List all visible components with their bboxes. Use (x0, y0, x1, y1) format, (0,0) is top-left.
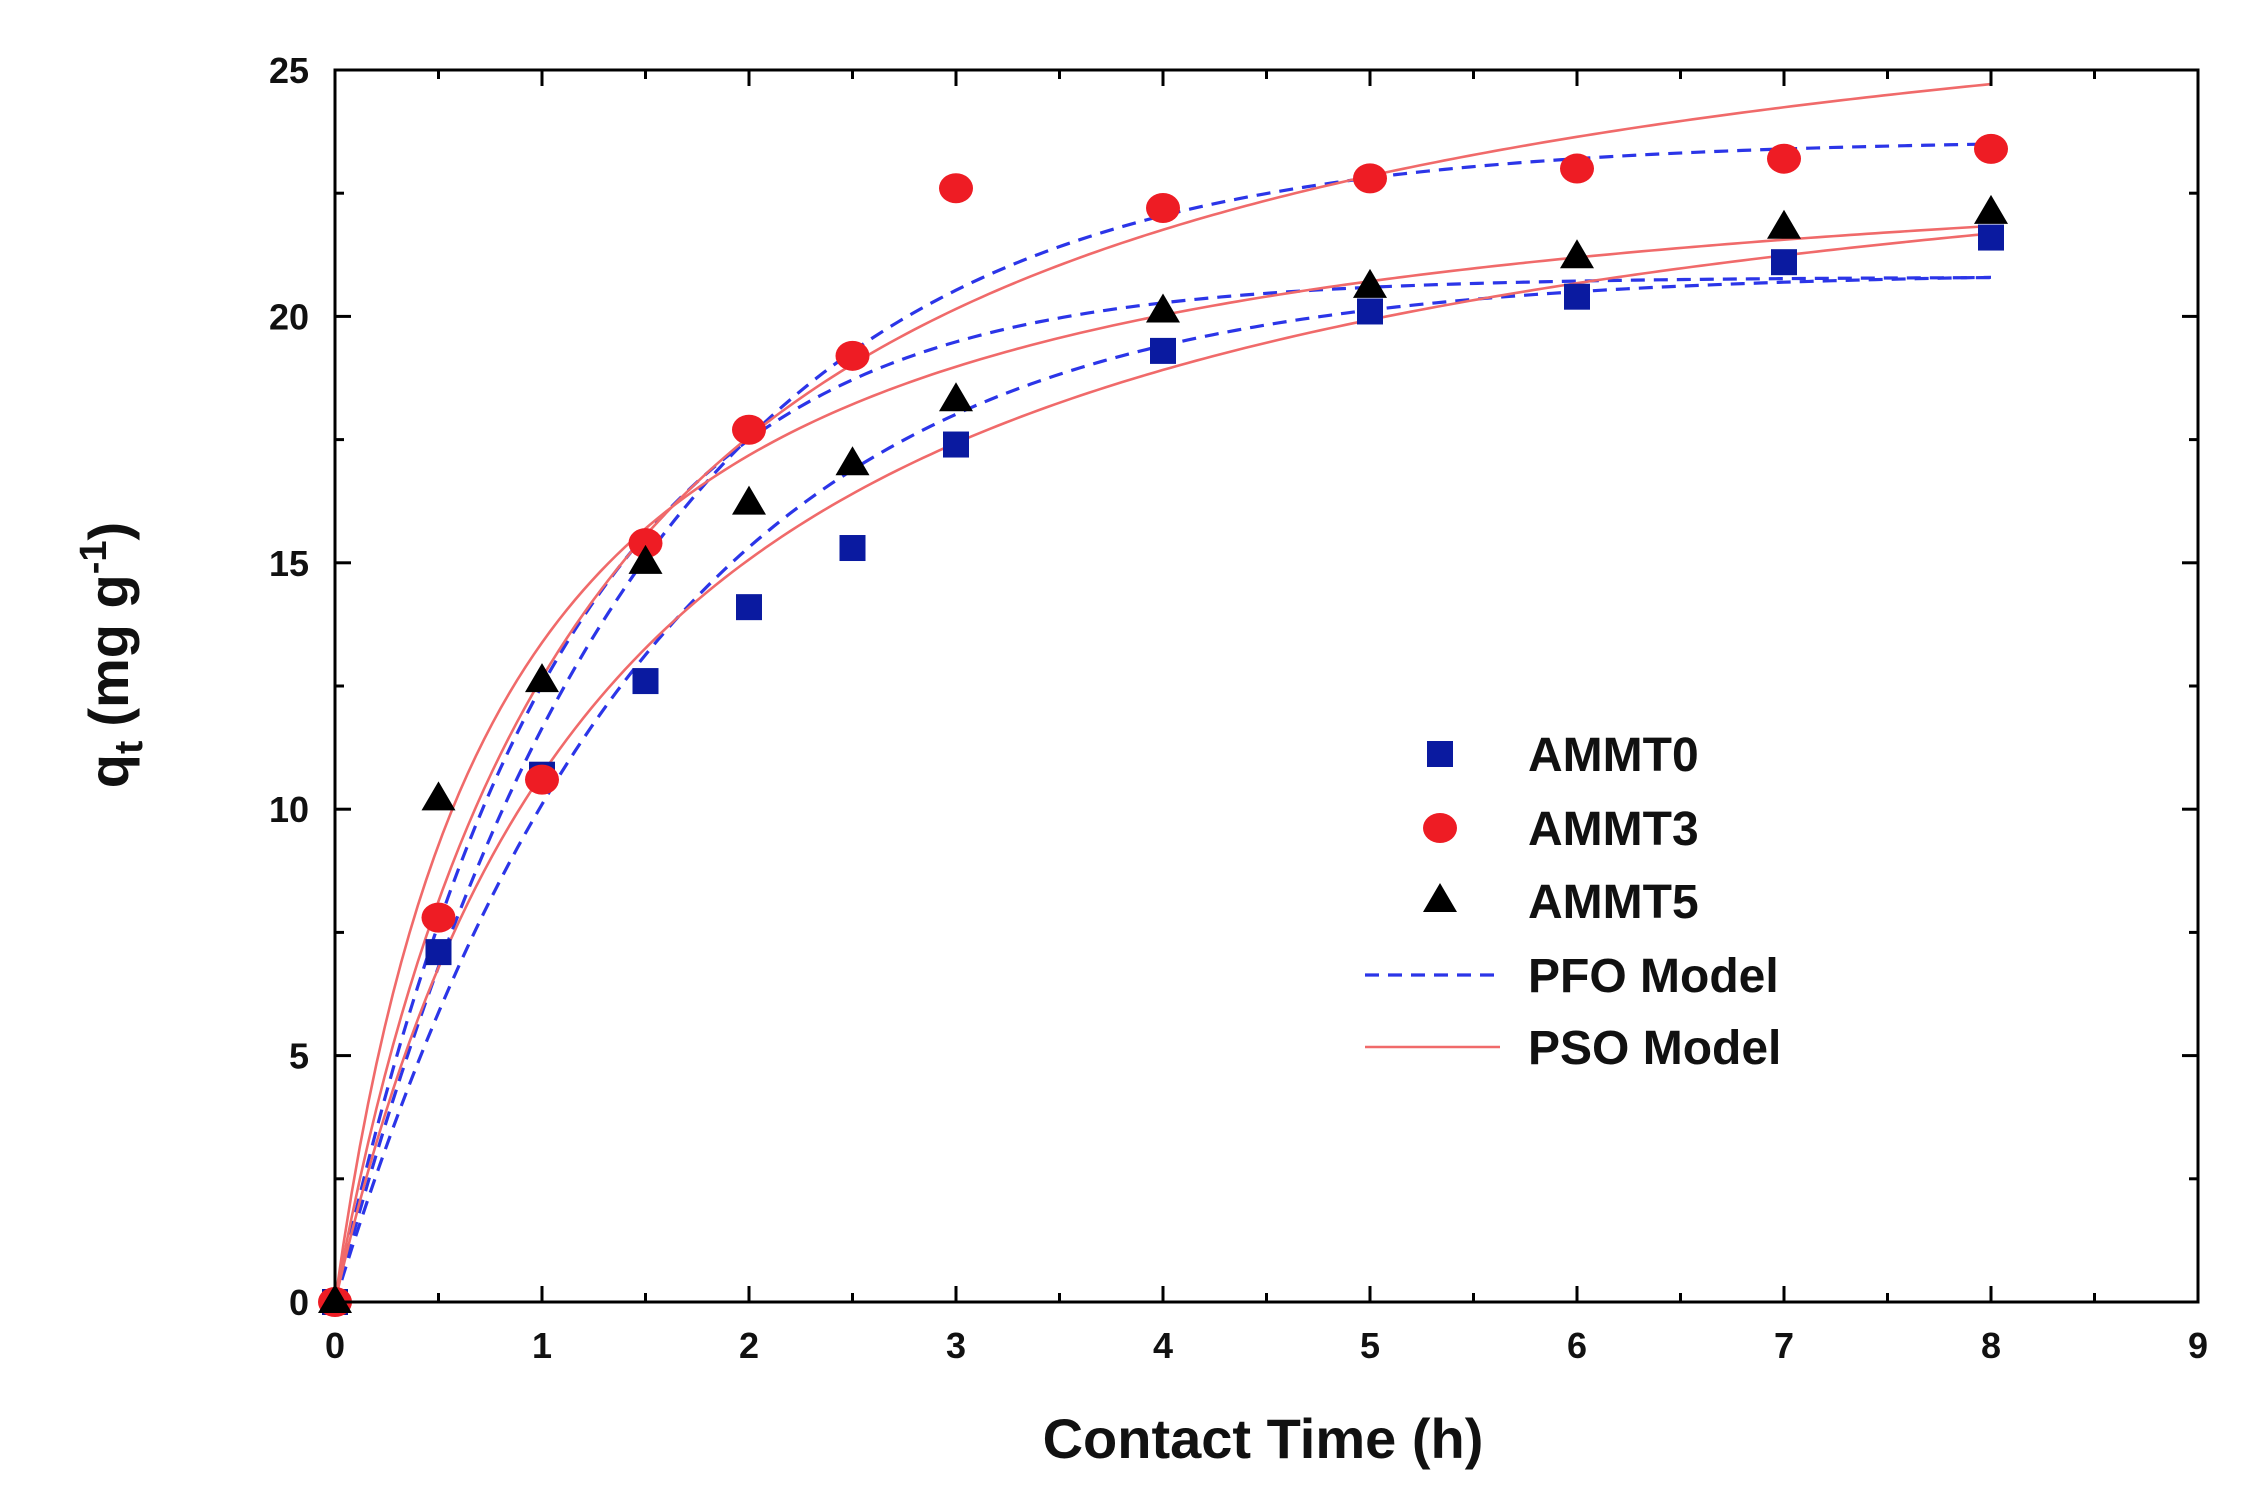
marker-ammt3-8 (1353, 163, 1387, 194)
legend-label-ammt5: AMMT5 (1528, 876, 1699, 929)
y-tick-label: 5 (289, 1036, 309, 1077)
marker-ammt5-11 (1974, 194, 2008, 224)
y-tick-label: 10 (269, 789, 309, 830)
marker-ammt5-4 (732, 485, 766, 515)
marker-ammt3-7 (1146, 192, 1180, 223)
marker-ammt0-11 (1978, 224, 2004, 251)
x-tick-label: 6 (1567, 1325, 1587, 1366)
pso-curve-ammt3 (333, 82, 1992, 1303)
x-tick-label: 3 (946, 1325, 966, 1366)
y-axis-title: qt (mg g-1) (73, 522, 151, 788)
y-tick-label: 25 (269, 50, 309, 91)
marker-ammt3-6 (939, 173, 973, 204)
legend-label-pfo: PFO Model (1528, 950, 1779, 1003)
legend: AMMT0 AMMT3 AMMT5 PFO Model PSO Model (1365, 729, 1781, 1075)
marker-ammt3-11 (1974, 133, 2008, 164)
x-tick-label: 5 (1360, 1325, 1380, 1366)
y-tick-label: 20 (269, 296, 309, 337)
marker-ammt0-9 (1564, 283, 1590, 310)
marker-ammt3-3 (628, 528, 663, 559)
marker-ammt0-10 (1771, 249, 1797, 276)
legend-label-pso: PSO Model (1528, 1022, 1781, 1075)
y-axis-title-superscript: -1 (73, 540, 115, 574)
y-tick-label: 0 (289, 1282, 309, 1323)
marker-ammt5-3 (628, 544, 663, 574)
x-axis-title: Contact Time (h) (1043, 1407, 1484, 1470)
legend-label-ammt0: AMMT0 (1528, 729, 1699, 782)
marker-ammt3-10 (1767, 143, 1801, 174)
marker-ammt5-10 (1767, 209, 1801, 239)
legend-label-ammt3: AMMT3 (1528, 803, 1699, 856)
legend-symbol-ammt0 (1427, 741, 1453, 767)
y-axis-title-q: q (77, 754, 140, 788)
x-tick-label: 2 (739, 1325, 759, 1366)
marker-ammt0-1 (425, 939, 452, 966)
x-tick-label: 1 (532, 1325, 552, 1366)
marker-ammt0-6 (943, 431, 969, 458)
y-axis-title-subscript: t (107, 741, 151, 754)
marker-ammt5-6 (939, 382, 973, 412)
y-axis-title-units: (mg g (77, 574, 140, 726)
x-tick-label: 4 (1153, 1325, 1173, 1366)
marker-ammt3-5 (835, 340, 870, 371)
x-tick-label: 9 (2188, 1325, 2208, 1366)
legend-symbol-ammt5 (1423, 883, 1457, 913)
marker-ammt5-9 (1560, 239, 1594, 269)
legend-symbol-ammt3 (1423, 813, 1457, 843)
x-tick-label: 8 (1981, 1325, 2001, 1366)
marker-ammt5-2 (525, 663, 559, 693)
marker-ammt3-2 (525, 764, 559, 795)
x-tick-label: 7 (1774, 1325, 1794, 1366)
marker-ammt0-7 (1150, 337, 1176, 364)
x-tick-label: 0 (325, 1325, 345, 1366)
marker-ammt3-1 (421, 902, 456, 933)
pso-curve-ammt0 (333, 232, 1992, 1303)
pfo-curve-ammt3 (333, 142, 1992, 1303)
marker-ammt0-3 (632, 668, 659, 695)
y-tick-label: 15 (269, 543, 309, 584)
marker-ammt5-5 (835, 446, 870, 476)
marker-ammt5-8 (1353, 268, 1387, 298)
y-axis-title-close: ) (77, 522, 140, 541)
marker-ammt0-5 (839, 535, 866, 562)
marker-ammt5-1 (421, 781, 456, 811)
axes: 0 1 2 3 4 5 6 7 8 9 0 5 10 15 20 25 (269, 50, 2208, 1366)
marker-ammt5-7 (1146, 293, 1180, 323)
marker-ammt3-4 (732, 414, 766, 445)
marker-ammt0-4 (736, 594, 762, 621)
marker-ammt3-9 (1560, 153, 1594, 184)
data-markers (318, 133, 2008, 1317)
marker-ammt0-8 (1357, 298, 1383, 325)
